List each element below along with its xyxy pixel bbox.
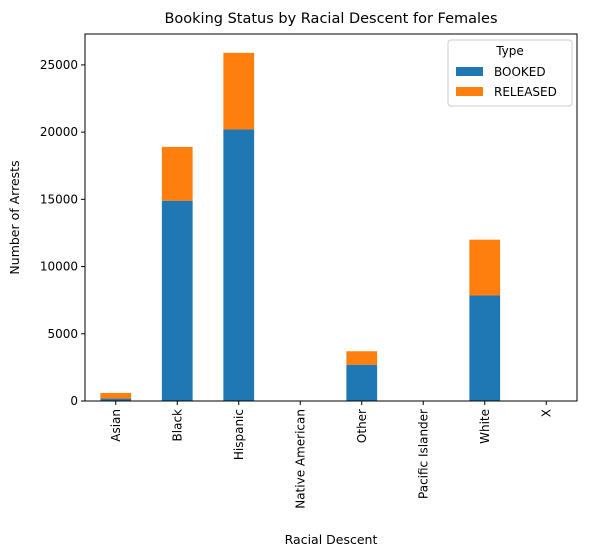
bar-booked-black (161, 200, 193, 401)
x-tick-label: Native American (293, 409, 307, 509)
x-tick-label: Hispanic (232, 409, 246, 460)
x-tick-label: X (539, 409, 553, 417)
y-tick-label: 20000 (40, 125, 78, 139)
x-axis-label: Racial Descent (285, 532, 378, 547)
bar-released-other (346, 351, 378, 365)
y-tick-label: 10000 (40, 260, 78, 274)
bar-released-black (161, 146, 193, 201)
legend-label-released: RELEASED (494, 85, 557, 99)
legend-title: Type (495, 44, 524, 58)
y-axis: 0 5000 10000 15000 20000 25000 (40, 58, 85, 408)
y-axis-label: Number of Arrests (7, 160, 22, 274)
x-tick-label: Other (355, 409, 369, 443)
chart-title: Booking Status by Racial Descent for Fem… (164, 11, 497, 27)
bars-layer (100, 52, 501, 401)
bar-booked-asian (100, 398, 132, 401)
legend-swatch-released (456, 87, 483, 96)
plot-frame (84, 33, 578, 402)
y-tick-label: 15000 (40, 192, 78, 206)
bar-booked-other (346, 364, 378, 401)
x-tick-label: White (478, 409, 492, 444)
bar-released-white (469, 239, 501, 296)
legend: Type BOOKED RELEASED (447, 39, 573, 107)
x-tick-label: Black (170, 409, 184, 442)
bar-released-asian (100, 392, 132, 399)
x-tick-label: Asian (109, 409, 123, 442)
bar-booked-hispanic (223, 129, 255, 401)
y-tick-label: 5000 (47, 327, 78, 341)
legend-swatch-booked (456, 67, 483, 76)
bar-released-hispanic (223, 52, 255, 130)
y-tick-label: 25000 (40, 58, 78, 72)
legend-label-booked: BOOKED (494, 65, 546, 79)
x-axis: Asian Black Hispanic Native American Other Pa… (109, 401, 553, 509)
x-tick-label: Pacific Islander (416, 409, 430, 499)
y-tick-label: 0 (70, 394, 78, 408)
bar-booked-white (469, 295, 501, 401)
